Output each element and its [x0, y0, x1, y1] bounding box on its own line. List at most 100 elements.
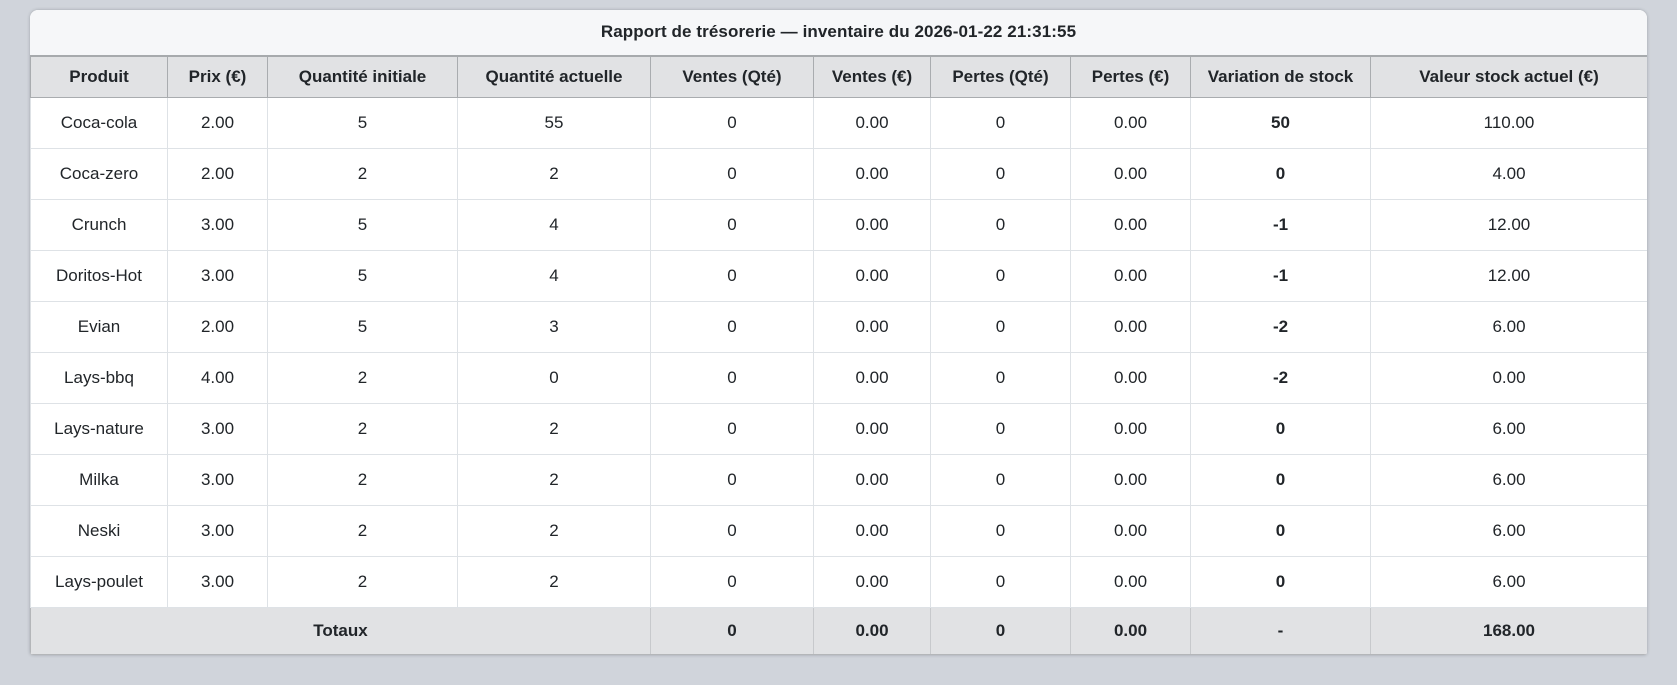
table-cell: 0 — [650, 556, 814, 608]
report-card: Rapport de trésorerie — inventaire du 20… — [30, 10, 1647, 655]
table-footer: Totaux 0 0.00 0 0.00 - 168.00 — [30, 607, 1647, 655]
table-cell: 4 — [457, 250, 651, 302]
table-row: Lays-poulet 3.00 2 2 0 0.00 0 0.00 0 6.00 — [30, 556, 1647, 608]
table-cell: 6.00 — [1370, 301, 1647, 353]
table-cell: 0 — [930, 250, 1071, 302]
table-cell: 0 — [650, 505, 814, 557]
column-header-prix: Prix (€) — [167, 55, 268, 98]
table-row: Crunch 3.00 5 4 0 0.00 0 0.00 -1 12.00 — [30, 199, 1647, 251]
table-cell: 0.00 — [813, 301, 931, 353]
table-cell: 2 — [267, 403, 458, 455]
table-cell: 3.00 — [167, 199, 268, 251]
table-cell: 6.00 — [1370, 403, 1647, 455]
table-cell: 0.00 — [813, 250, 931, 302]
table-cell: 2 — [457, 454, 651, 506]
table-cell: 0 — [1190, 556, 1371, 608]
table-cell: 0.00 — [813, 97, 931, 149]
table-row: Coca-zero 2.00 2 2 0 0.00 0 0.00 0 4.00 — [30, 148, 1647, 200]
table-cell: 2 — [267, 148, 458, 200]
totals-valeur-stock-cell: 168.00 — [1370, 607, 1647, 655]
table-header-row: Produit Prix (€) Quantité initiale Quant… — [30, 55, 1647, 98]
table-cell: 4 — [457, 199, 651, 251]
table-cell: 0.00 — [813, 556, 931, 608]
table-cell: 2.00 — [167, 97, 268, 149]
table-cell: 0.00 — [1070, 556, 1191, 608]
totals-pertes-eur-cell: 0.00 — [1070, 607, 1191, 655]
table-cell: 2 — [267, 352, 458, 404]
table-row: Milka 3.00 2 2 0 0.00 0 0.00 0 6.00 — [30, 454, 1647, 506]
treasury-table: Produit Prix (€) Quantité initiale Quant… — [30, 55, 1647, 655]
table-body: Coca-cola 2.00 5 55 0 0.00 0 0.00 50 110.00 Coca-z… — [30, 97, 1647, 608]
table-cell: 0 — [650, 148, 814, 200]
table-cell: 0.00 — [813, 454, 931, 506]
table-cell: 0 — [930, 97, 1071, 149]
table-cell: 3.00 — [167, 250, 268, 302]
totals-row: Totaux 0 0.00 0 0.00 - 168.00 — [30, 607, 1647, 655]
table-cell: 0.00 — [1070, 250, 1191, 302]
table-cell: 0 — [930, 556, 1071, 608]
table-row: Lays-bbq 4.00 2 0 0 0.00 0 0.00 -2 0.00 — [30, 352, 1647, 404]
column-header-ventes-eur: Ventes (€) — [813, 55, 931, 98]
table-cell: 0.00 — [1070, 199, 1191, 251]
totals-ventes-qte-cell: 0 — [650, 607, 814, 655]
column-header-pertes-qte: Pertes (Qté) — [930, 55, 1071, 98]
table-cell: 5 — [267, 199, 458, 251]
table-cell: Doritos-Hot — [30, 250, 168, 302]
table-cell: 0 — [1190, 403, 1371, 455]
table-cell: 0 — [457, 352, 651, 404]
totals-label-cell: Totaux — [30, 607, 651, 655]
table-cell: 0 — [930, 505, 1071, 557]
table-cell: -2 — [1190, 301, 1371, 353]
totals-variation-cell: - — [1190, 607, 1371, 655]
table-cell: 2 — [267, 556, 458, 608]
table-cell: 0.00 — [813, 199, 931, 251]
table-cell: Coca-cola — [30, 97, 168, 149]
table-cell: 4.00 — [167, 352, 268, 404]
table-cell: 3.00 — [167, 403, 268, 455]
table-cell: Lays-bbq — [30, 352, 168, 404]
table-cell: 2 — [457, 403, 651, 455]
table-cell: 0.00 — [813, 505, 931, 557]
table-cell: 0.00 — [1370, 352, 1647, 404]
table-header: Produit Prix (€) Quantité initiale Quant… — [30, 55, 1647, 98]
table-cell: Lays-nature — [30, 403, 168, 455]
table-cell: 12.00 — [1370, 199, 1647, 251]
column-header-variation-stock: Variation de stock — [1190, 55, 1371, 98]
table-cell: 6.00 — [1370, 556, 1647, 608]
table-cell: 0.00 — [1070, 301, 1191, 353]
table-cell: -1 — [1190, 199, 1371, 251]
table-cell: 5 — [267, 250, 458, 302]
table-cell: 0 — [1190, 148, 1371, 200]
table-cell: -2 — [1190, 352, 1371, 404]
table-row: Doritos-Hot 3.00 5 4 0 0.00 0 0.00 -1 12.00 — [30, 250, 1647, 302]
table-cell: 0 — [650, 454, 814, 506]
table-cell: 2 — [457, 148, 651, 200]
table-cell: 0 — [1190, 454, 1371, 506]
table-cell: 3.00 — [167, 505, 268, 557]
table-row: Lays-nature 3.00 2 2 0 0.00 0 0.00 0 6.00 — [30, 403, 1647, 455]
table-cell: 0.00 — [813, 148, 931, 200]
table-cell: 0 — [650, 199, 814, 251]
table-cell: 4.00 — [1370, 148, 1647, 200]
table-row: Coca-cola 2.00 5 55 0 0.00 0 0.00 50 110.00 — [30, 97, 1647, 149]
table-cell: Neski — [30, 505, 168, 557]
table-cell: 3.00 — [167, 556, 268, 608]
table-cell: 12.00 — [1370, 250, 1647, 302]
table-cell: 55 — [457, 97, 651, 149]
table-row: Evian 2.00 5 3 0 0.00 0 0.00 -2 6.00 — [30, 301, 1647, 353]
table-cell: 0.00 — [1070, 505, 1191, 557]
table-cell: 50 — [1190, 97, 1371, 149]
column-header-ventes-qte: Ventes (Qté) — [650, 55, 814, 98]
table-cell: 5 — [267, 301, 458, 353]
table-cell: 0 — [930, 403, 1071, 455]
column-header-quantite-actuelle: Quantité actuelle — [457, 55, 651, 98]
table-cell: 0 — [930, 199, 1071, 251]
table-cell: 0 — [650, 301, 814, 353]
column-header-quantite-initiale: Quantité initiale — [267, 55, 458, 98]
table-cell: 0 — [650, 250, 814, 302]
report-title: Rapport de trésorerie — inventaire du 20… — [30, 10, 1647, 55]
table-cell: 3 — [457, 301, 651, 353]
table-cell: 0 — [650, 352, 814, 404]
table-cell: 0.00 — [1070, 454, 1191, 506]
table-cell: 0 — [930, 352, 1071, 404]
